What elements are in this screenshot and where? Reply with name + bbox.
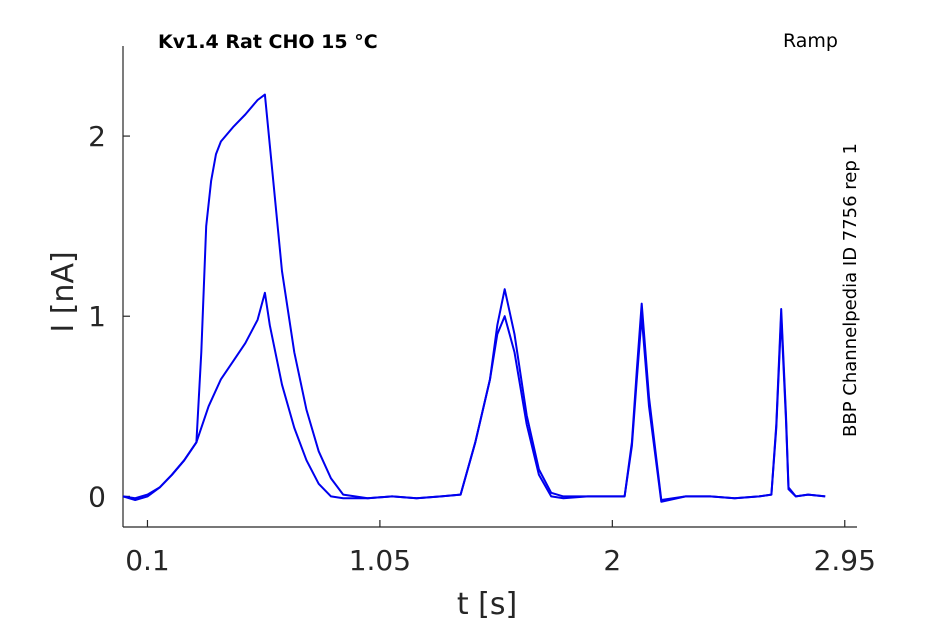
y-tick-label: 1 (88, 300, 106, 333)
x-ticks: 0.1 1.05 2 2.95 (125, 520, 876, 577)
x-tick-label: 0.1 (125, 544, 170, 577)
side-label: BBP Channelpedia ID 7756 rep 1 (840, 143, 861, 437)
y-axis-label: I [nA] (46, 251, 81, 332)
plot-area (122, 93, 826, 503)
y-tick-label: 2 (88, 120, 106, 153)
y-tick-label: 0 (88, 480, 106, 513)
chart-title: Kv1.4 Rat CHO 15 °C (158, 31, 378, 53)
protocol-label: Ramp (783, 30, 838, 52)
x-tick-label: 2.95 (814, 544, 876, 577)
series-line-2 (122, 291, 826, 503)
series-line-1 (122, 93, 826, 501)
y-ticks: 0 1 2 (88, 120, 130, 513)
x-tick-label: 2 (603, 544, 621, 577)
x-axis-label: t [s] (457, 587, 517, 622)
x-tick-label: 1.05 (349, 544, 411, 577)
